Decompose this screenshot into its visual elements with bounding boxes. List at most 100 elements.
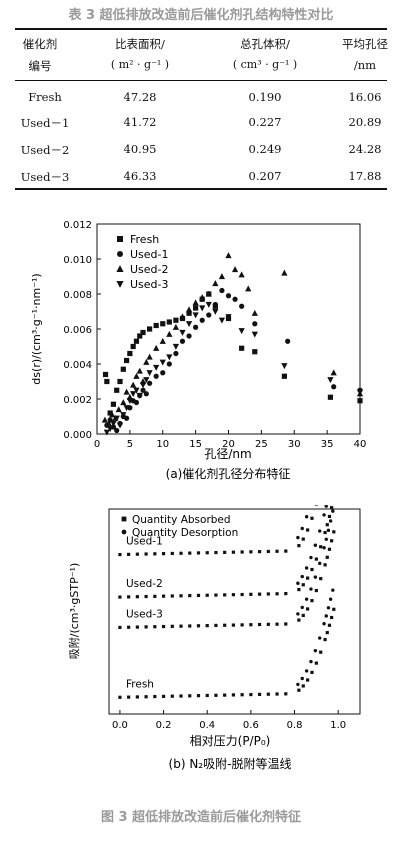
adsorption-point-used-1 bbox=[306, 528, 310, 532]
header-col1-line2: 编号 bbox=[28, 59, 52, 73]
data-point-used-3 bbox=[199, 305, 206, 312]
adsorption-point-fresh bbox=[196, 694, 201, 698]
x-tick-label: 1.0 bbox=[330, 720, 346, 731]
adsorption-point-fresh bbox=[297, 688, 301, 692]
adsorption-point-used-2 bbox=[144, 594, 148, 599]
isotherm-chart: 0.0 0.2 0.4 0.6 0.8 1.0 Quantity AbsorbedQuan… bbox=[67, 505, 361, 771]
adsorption-point-used-3 bbox=[223, 623, 227, 627]
adsorption-point-used-2 bbox=[196, 593, 201, 598]
adsorption-point-used-3 bbox=[327, 547, 332, 551]
data-point-used-1 bbox=[186, 333, 192, 339]
data-point-used-2 bbox=[130, 381, 137, 388]
adsorption-point-fresh bbox=[323, 637, 327, 642]
data-point-used-3 bbox=[225, 314, 232, 321]
y-tick-label: 0.008 bbox=[63, 290, 92, 301]
data-point-fresh bbox=[120, 366, 126, 372]
table-top-rule bbox=[15, 28, 387, 30]
data-point-used-3 bbox=[126, 398, 133, 405]
pore-distribution-chart: 0.000 0.002 0.004 0.006 0.008 0.010 0.012 0 5 10… bbox=[30, 220, 366, 481]
desorption-point-used-3 bbox=[300, 605, 304, 610]
desorption-point-used-2 bbox=[309, 555, 313, 560]
legend-marker bbox=[121, 516, 127, 522]
desorption-point-used-2 bbox=[324, 505, 328, 508]
data-point-used-3 bbox=[153, 364, 160, 371]
row-surface-area: 46.33 bbox=[123, 169, 157, 183]
data-point-used-3 bbox=[172, 343, 180, 350]
header-col3-line1: 总孔体积/ bbox=[240, 37, 290, 51]
x-tick-label: 30 bbox=[288, 439, 301, 450]
adsorption-point-used-2 bbox=[188, 594, 192, 598]
data-point-used-3 bbox=[251, 331, 258, 338]
x-tick-label: 0 bbox=[94, 439, 100, 450]
data-point-fresh bbox=[281, 373, 287, 379]
header-col2-line1: 比表面积/ bbox=[115, 37, 165, 51]
data-point-used-1 bbox=[285, 338, 291, 344]
data-point-used-2 bbox=[166, 330, 173, 337]
adsorption-point-fresh bbox=[135, 695, 139, 699]
legend-marker bbox=[116, 281, 124, 288]
adsorption-point-used-2 bbox=[330, 506, 334, 510]
data-point-used-1 bbox=[193, 324, 199, 330]
desorption-point-used-3 bbox=[313, 575, 318, 579]
desorption-point-fresh bbox=[324, 614, 328, 618]
data-point-used-1 bbox=[219, 287, 225, 294]
adsorption-point-used-1 bbox=[144, 552, 148, 556]
adsorption-point-used-2 bbox=[266, 592, 270, 596]
legend-marker bbox=[117, 236, 123, 242]
adsorption-point-used-2 bbox=[249, 592, 253, 596]
data-point-fresh bbox=[107, 410, 113, 416]
adsorption-point-used-3 bbox=[161, 624, 166, 629]
adsorption-point-fresh bbox=[275, 692, 279, 696]
adsorption-point-used-1 bbox=[223, 550, 227, 554]
figure-caption: 图 3 超低排放改造前后催化剂特征 bbox=[100, 810, 302, 825]
adsorption-point-used-3 bbox=[314, 588, 318, 593]
header-col2-line2: ( m² · g⁻¹ ) bbox=[110, 58, 170, 71]
chart-caption: (a)催化剂孔径分布特征 bbox=[166, 466, 291, 481]
data-point-used-3 bbox=[107, 426, 114, 433]
adsorption-point-used-3 bbox=[332, 530, 336, 534]
adsorption-point-used-2 bbox=[231, 593, 236, 597]
data-point-used-1 bbox=[166, 361, 172, 367]
row-pore-volume: 0.190 bbox=[248, 90, 282, 104]
data-point-used-3 bbox=[179, 329, 186, 336]
data-point-used-1 bbox=[153, 373, 159, 379]
adsorption-point-fresh bbox=[258, 692, 262, 696]
data-point-fresh bbox=[127, 350, 133, 357]
data-point-used-2 bbox=[179, 313, 186, 320]
adsorption-point-fresh bbox=[214, 693, 218, 697]
data-point-used-1 bbox=[160, 370, 166, 376]
row-pore-volume: 0.249 bbox=[248, 142, 282, 156]
curve-label: Used-1 bbox=[126, 536, 163, 548]
y-axis-label: 吸附/(cm³·gSTP⁻¹) bbox=[67, 563, 81, 660]
data-point-fresh bbox=[173, 317, 179, 323]
adsorption-point-fresh bbox=[179, 694, 183, 698]
data-point-used-1 bbox=[114, 427, 120, 434]
desorption-point-used-3 bbox=[326, 528, 331, 533]
data-point-fresh bbox=[160, 321, 166, 327]
adsorption-point-used-3 bbox=[249, 623, 253, 627]
desorption-point-used-2 bbox=[304, 566, 309, 570]
data-point-used-1 bbox=[143, 391, 149, 397]
desorption-point-fresh bbox=[318, 636, 322, 640]
adsorption-point-fresh bbox=[231, 693, 236, 697]
data-point-used-2 bbox=[143, 358, 150, 365]
data-point-used-2 bbox=[101, 416, 109, 423]
adsorption-point-used-3 bbox=[319, 577, 323, 581]
data-point-used-3 bbox=[281, 363, 288, 370]
adsorption-point-fresh bbox=[327, 623, 332, 627]
data-point-used-2 bbox=[192, 299, 199, 306]
data-point-used-2 bbox=[133, 372, 140, 379]
adsorption-point-fresh bbox=[306, 678, 310, 682]
y-tick-label: 0.002 bbox=[63, 395, 92, 406]
data-point-used-3 bbox=[159, 359, 166, 366]
adsorption-point-fresh bbox=[284, 692, 288, 696]
desorption-point-fresh bbox=[322, 622, 326, 626]
adsorption-point-used-2 bbox=[319, 545, 323, 549]
chart-caption: (b) N₂吸附-脱附等温线 bbox=[169, 756, 292, 771]
adsorption-point-used-3 bbox=[118, 625, 122, 630]
data-point-used-2 bbox=[136, 367, 143, 374]
adsorption-point-used-1 bbox=[188, 551, 192, 555]
adsorption-point-used-2 bbox=[306, 576, 310, 580]
adsorption-point-used-2 bbox=[205, 593, 209, 597]
adsorption-point-used-3 bbox=[306, 607, 310, 611]
